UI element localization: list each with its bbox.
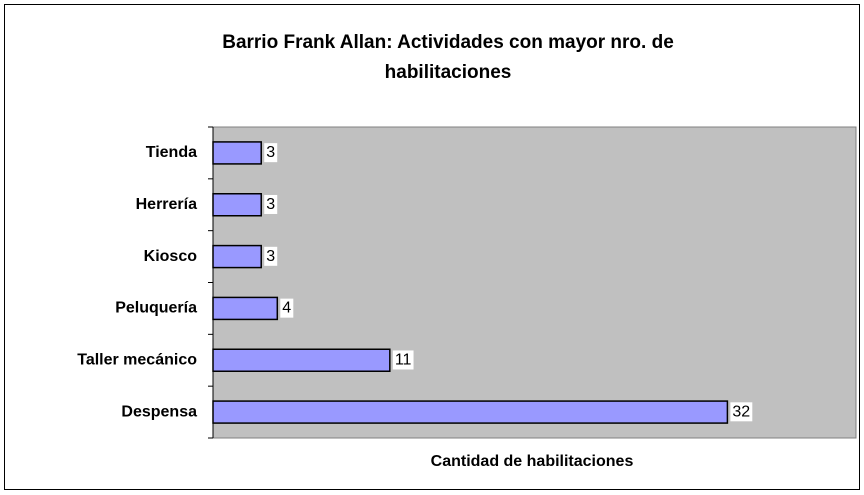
y-tick-label: Herrería xyxy=(136,196,197,213)
data-label: 4 xyxy=(282,300,291,317)
bar xyxy=(212,193,262,217)
data-label: 3 xyxy=(266,144,275,161)
data-label-bg xyxy=(264,246,278,266)
data-label-bg xyxy=(264,194,278,214)
data-label-bg xyxy=(264,143,278,163)
plot-area xyxy=(212,126,857,439)
data-label: 3 xyxy=(266,248,275,265)
data-label-bg xyxy=(392,350,414,370)
data-label-bg xyxy=(280,298,294,318)
y-tick-label: Despensa xyxy=(121,403,197,420)
bar xyxy=(212,141,262,165)
data-label: 32 xyxy=(732,403,750,420)
y-tick-label: Tienda xyxy=(146,144,197,161)
data-label: 3 xyxy=(266,196,275,213)
x-axis-label: Cantidad de habilitaciones xyxy=(431,453,634,470)
bar xyxy=(212,400,729,424)
y-tick-label: Kiosco xyxy=(144,248,198,265)
y-tick-label: Taller mecánico xyxy=(77,351,197,368)
bar xyxy=(212,348,391,372)
bar xyxy=(212,244,262,269)
y-tick-label: Peluquería xyxy=(115,300,197,317)
data-label-bg xyxy=(730,402,753,422)
data-label: 11 xyxy=(395,351,412,368)
bar xyxy=(212,296,279,321)
chart-title: Barrio Frank Allan: Actividades con mayo… xyxy=(222,32,674,83)
